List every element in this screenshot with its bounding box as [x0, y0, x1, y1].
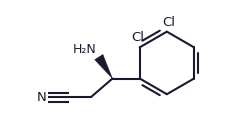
Text: N: N: [36, 91, 46, 104]
Text: Cl: Cl: [162, 16, 175, 29]
Text: H₂N: H₂N: [73, 43, 97, 56]
Text: Cl: Cl: [131, 31, 144, 44]
Polygon shape: [95, 54, 112, 79]
